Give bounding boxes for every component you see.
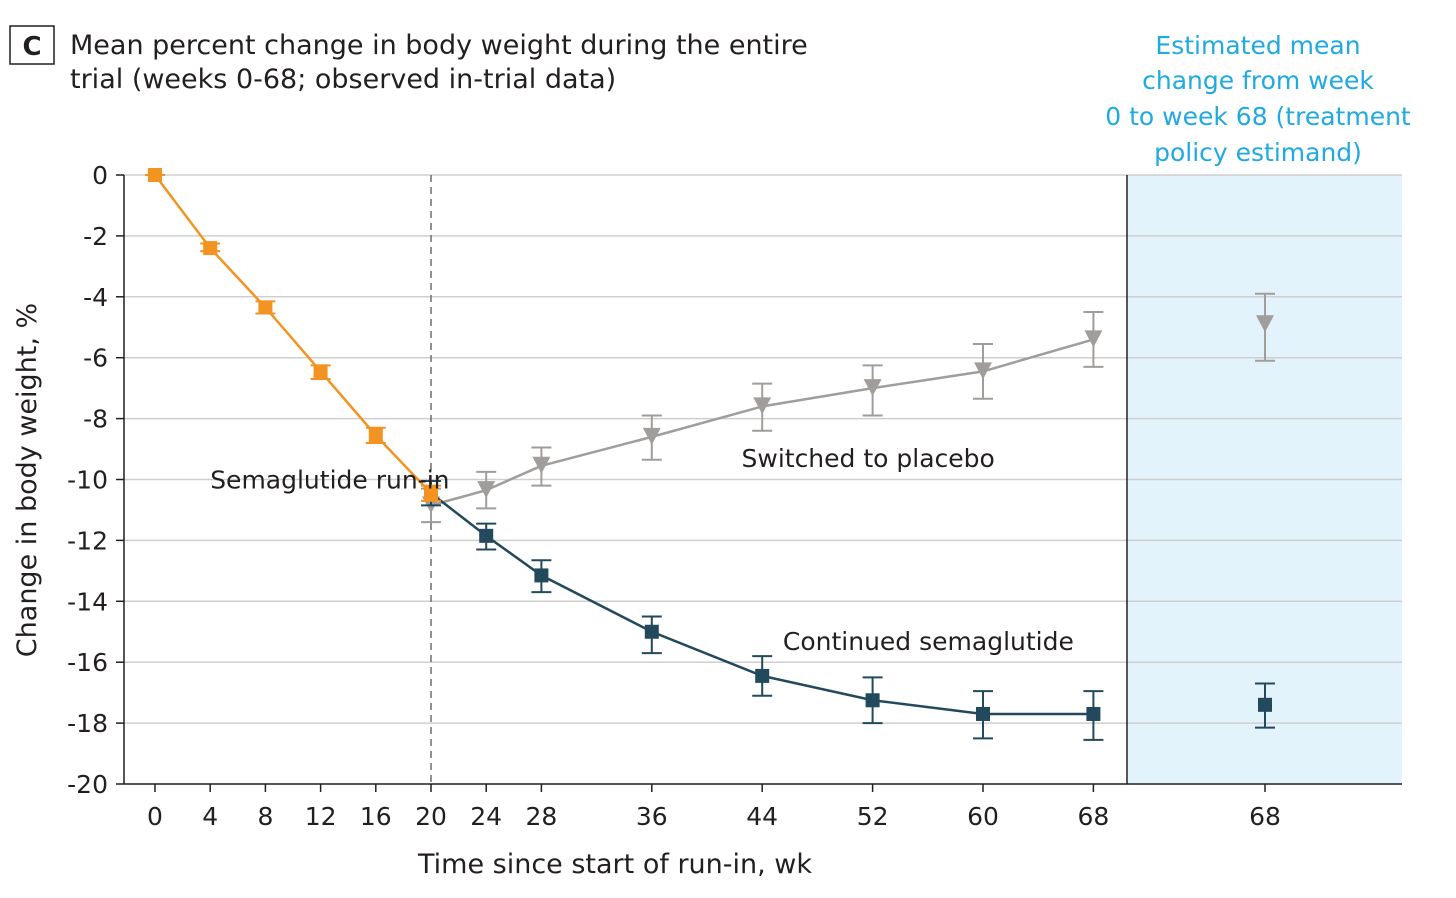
series-labels: Semaglutide run-in Switched to placebo Con… (210, 444, 1074, 656)
data-point-continued-semaglutide (644, 624, 659, 639)
x-tick-label: 28 (525, 802, 557, 831)
y-tick-label: 0 (92, 161, 108, 190)
y-tick-label: -12 (67, 526, 108, 555)
series-line-switched-to-placebo (430, 338, 1094, 507)
x-tick-label: 36 (636, 802, 668, 831)
estimand-heading-line-1: Estimated mean (1155, 31, 1360, 60)
y-tick-label: -4 (83, 283, 108, 312)
series-layer (145, 168, 1104, 741)
chart-title-line-1: Mean percent change in body weight durin… (70, 30, 808, 61)
x-axis-ticks: 0 4 8 12 16 20 24 28 36 44 52 60 68 68 (147, 784, 1281, 831)
x-tick-label: 52 (857, 802, 889, 831)
data-point-switched-to-placebo (477, 481, 496, 499)
y-tick-label: -6 (83, 344, 108, 373)
x-tick-label: 4 (202, 802, 218, 831)
data-point-continued-semaglutide (755, 668, 770, 683)
data-point-semaglutide-run-in (203, 241, 218, 256)
series-switched-to-placebo (421, 311, 1104, 524)
y-axis-title: Change in body weight, % (12, 303, 43, 657)
data-point-semaglutide-run-in (148, 168, 162, 182)
data-point-switched-to-placebo (753, 397, 772, 415)
x-tick-label: 16 (360, 802, 392, 831)
estimand-x-tick-label: 68 (1249, 802, 1281, 831)
y-tick-label: -8 (83, 405, 108, 434)
data-point-continued-semaglutide (534, 568, 549, 583)
data-point-switched-to-placebo (863, 379, 882, 397)
x-tick-label: 68 (1077, 802, 1109, 831)
estimand-heading-line-3: 0 to week 68 (treatment (1105, 102, 1411, 131)
data-point-continued-semaglutide (976, 706, 990, 721)
gridlines (124, 174, 1402, 724)
estimand-points (1255, 292, 1275, 729)
x-axis-title: Time since start of run-in, wk (417, 849, 812, 880)
x-tick-label: 0 (147, 802, 163, 831)
series-label-continued-semaglutide: Continued semaglutide (783, 627, 1074, 656)
y-tick-label: -18 (67, 709, 108, 738)
data-point-semaglutide-run-in (258, 300, 273, 315)
y-tick-label: -10 (67, 466, 108, 495)
y-tick-label: -2 (83, 222, 108, 251)
data-point-semaglutide-run-in (368, 428, 383, 443)
estimand-heading-line-4: policy estimand) (1154, 138, 1362, 167)
estimand-point-switched-to-placebo (1256, 315, 1274, 333)
estimand-heading-line-2: change from week (1142, 66, 1374, 95)
series-line-semaglutide-run-in (154, 174, 432, 495)
series-label-switched-to-placebo: Switched to placebo (742, 444, 995, 473)
chart-title-line-2: trial (weeks 0-68; observed in-trial dat… (70, 64, 616, 95)
data-point-switched-to-placebo (532, 456, 551, 474)
panel-label-box (9, 25, 55, 65)
data-point-switched-to-placebo (1084, 330, 1103, 348)
y-tick-label: -20 (67, 770, 108, 799)
estimand-point-continued-semaglutide (1258, 697, 1272, 712)
series-label-semaglutide-run-in: Semaglutide run-in (210, 466, 449, 495)
series-line-continued-semaglutide (430, 492, 1094, 716)
x-tick-label: 44 (746, 802, 778, 831)
series-semaglutide-run-in (145, 168, 441, 502)
data-point-semaglutide-run-in (424, 486, 438, 501)
y-tick-label: -16 (67, 648, 108, 677)
data-point-continued-semaglutide (1086, 706, 1101, 721)
x-tick-label: 8 (257, 802, 273, 831)
x-tick-label: 60 (967, 802, 999, 831)
data-point-continued-semaglutide (479, 528, 494, 543)
y-axis-ticks: 0 -2 -4 -6 -8 -10 -12 -14 -16 -18 -20 (67, 161, 124, 799)
x-tick-label: 12 (305, 802, 337, 831)
x-tick-label: 24 (470, 802, 502, 831)
data-point-switched-to-placebo (642, 427, 661, 445)
y-tick-label: -14 (67, 587, 108, 616)
panel-label: C (22, 32, 41, 62)
data-point-semaglutide-run-in (313, 364, 328, 379)
series-continued-semaglutide (421, 480, 1104, 741)
x-tick-label: 20 (415, 802, 447, 831)
data-point-continued-semaglutide (865, 693, 880, 708)
data-point-switched-to-placebo (974, 362, 992, 380)
